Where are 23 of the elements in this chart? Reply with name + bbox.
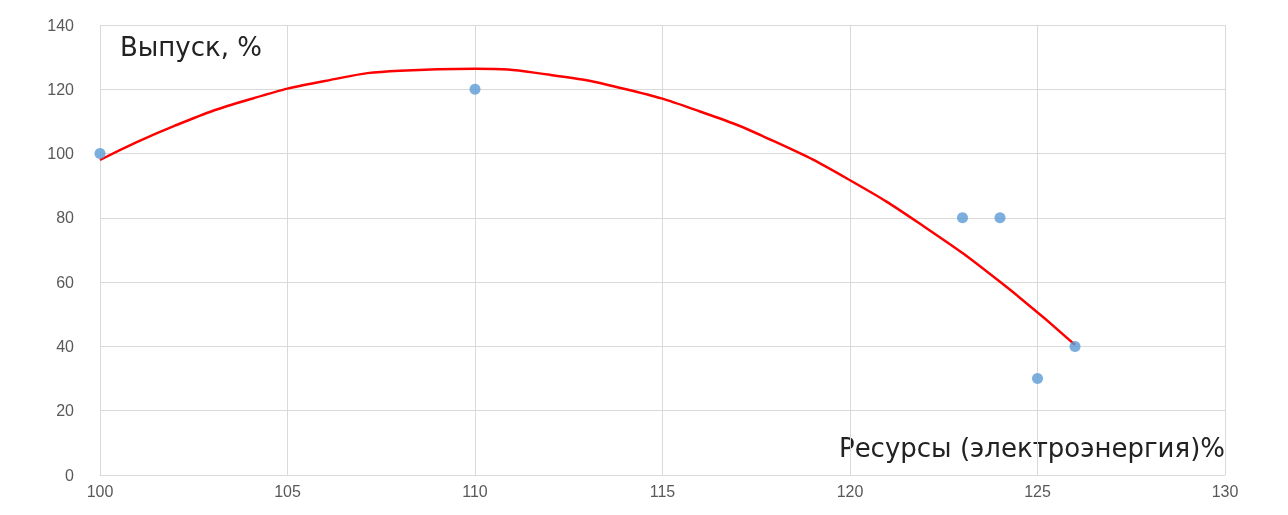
y-tick-label: 120 [47, 80, 75, 98]
x-tick-label: 115 [649, 482, 676, 500]
point [994, 212, 1006, 224]
point [94, 148, 106, 160]
point [469, 83, 481, 95]
y-tick-label: 60 [56, 273, 75, 291]
y-tick-label: 0 [65, 466, 75, 484]
point [957, 212, 968, 224]
x-tick-label: 125 [1024, 482, 1051, 500]
y-tick-label: 100 [47, 145, 75, 163]
x-tick-label: 130 [1211, 482, 1239, 500]
x-axis-title: Ресурсы (электроэнергия)% [838, 433, 1226, 463]
x-tick-label: 120 [836, 482, 864, 500]
x-tick-label: 105 [274, 482, 301, 500]
y-tick-label: 80 [56, 209, 75, 227]
point [1069, 340, 1081, 352]
x-tick-label: 100 [86, 482, 114, 500]
y-tick-label: 40 [56, 337, 75, 355]
point [1032, 373, 1043, 385]
x-tick-label: 110 [462, 482, 488, 500]
y-tick-label: 140 [47, 16, 75, 34]
y-axis-title: Выпуск, % [120, 32, 262, 62]
y-tick-label: 20 [56, 402, 75, 420]
